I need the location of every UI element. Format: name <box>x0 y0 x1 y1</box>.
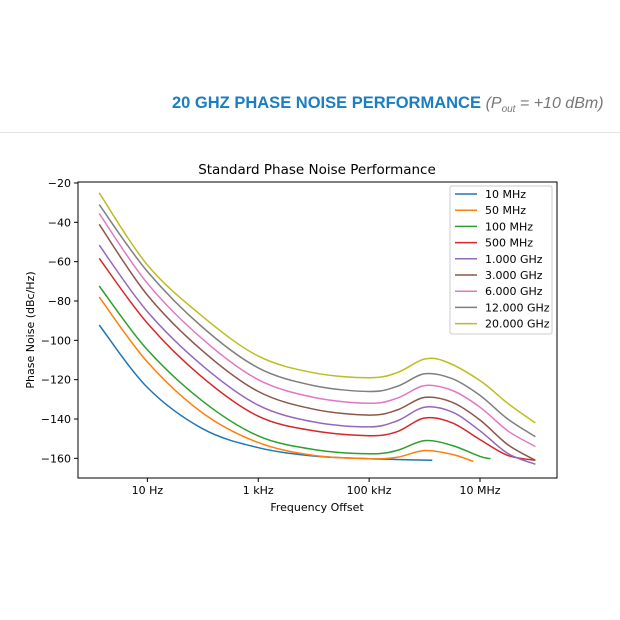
x-tick-label: 1 kHz <box>243 484 274 497</box>
legend-label: 100 MHz <box>485 220 533 233</box>
series-line-6-000-ghz <box>98 213 536 448</box>
series-line-20-000-ghz <box>98 192 536 424</box>
legend-box <box>449 185 553 335</box>
legend-item: 20.000 GHz <box>455 318 550 331</box>
legend-label: 10 MHz <box>485 188 526 201</box>
legend-item: 10 MHz <box>455 188 526 201</box>
y-tick-label: −60 <box>48 256 71 269</box>
legend-label: 500 MHz <box>485 237 533 250</box>
condition-subscript: out <box>501 104 516 116</box>
legend-item: 100 MHz <box>455 220 533 233</box>
series-line-12-000-ghz <box>98 204 536 438</box>
legend-item: 12.000 GHz <box>455 301 550 314</box>
page-heading: 20 GHZ PHASE NOISE PERFORMANCE (Pout = +… <box>172 94 604 115</box>
legend-label: 6.000 GHz <box>485 285 543 298</box>
y-tick-label: −160 <box>41 452 71 465</box>
legend-label: 12.000 GHz <box>485 301 550 314</box>
series-line-10-mhz <box>98 324 433 462</box>
x-tick-label: 10 Hz <box>132 484 164 497</box>
plot-frame <box>77 181 558 479</box>
x-tick-label: 100 kHz <box>347 484 392 497</box>
heading-condition: (Pout = +10 dBm) <box>485 95 604 116</box>
legend-label: 1.000 GHz <box>485 253 543 266</box>
legend-label: 20.000 GHz <box>485 318 550 331</box>
header-divider <box>0 132 620 133</box>
heading-title: 20 GHZ PHASE NOISE PERFORMANCE <box>172 94 481 112</box>
legend-label: 50 MHz <box>485 204 526 217</box>
y-tick-label: −100 <box>41 334 71 347</box>
y-tick-label: −120 <box>41 374 71 387</box>
legend-item: 500 MHz <box>455 237 533 250</box>
series-line-3-000-ghz <box>98 223 536 461</box>
y-tick-label: −80 <box>48 295 71 308</box>
y-axis-label: Phase Noise (dBc/Hz) <box>24 271 37 388</box>
legend-label: 3.000 GHz <box>485 269 543 282</box>
x-axis-label: Frequency Offset <box>270 501 364 514</box>
series-line-100-mhz <box>98 285 491 460</box>
y-tick-label: −140 <box>41 413 71 426</box>
legend-item: 3.000 GHz <box>455 269 543 282</box>
legend-item: 1.000 GHz <box>455 253 543 266</box>
x-tick-label: 10 MHz <box>459 484 500 497</box>
legend-item: 6.000 GHz <box>455 285 543 298</box>
y-tick-label: −20 <box>48 177 71 190</box>
legend-item: 50 MHz <box>455 204 526 217</box>
legend: 10 MHz 50 MHz 100 MHz 500 MHz 1.000 GHz 3.000… <box>449 185 553 335</box>
series-line-50-mhz <box>98 296 474 463</box>
series-line-500-mhz <box>98 257 536 462</box>
series-line-1-000-ghz <box>98 244 536 465</box>
condition-suffix: = +10 dBm) <box>515 95 604 112</box>
condition-prefix: (P <box>485 95 502 112</box>
y-tick-label: −40 <box>48 216 71 229</box>
chart-title: Standard Phase Noise Performance <box>198 162 436 178</box>
